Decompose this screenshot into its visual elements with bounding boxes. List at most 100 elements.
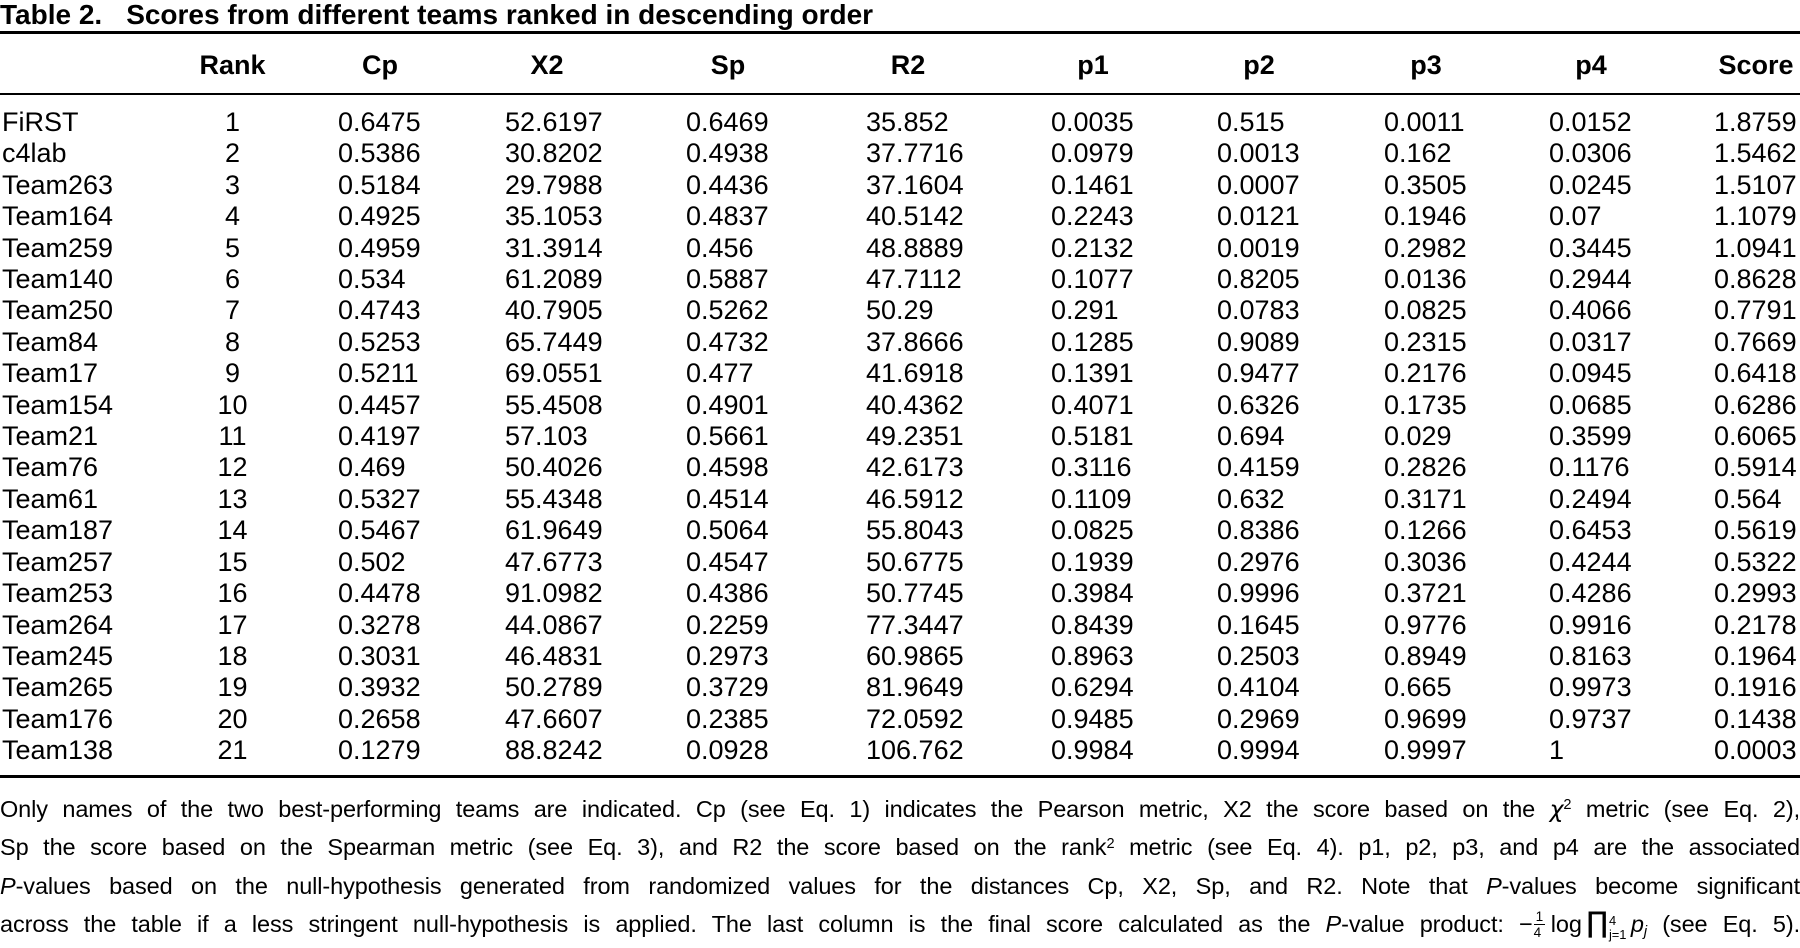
cell-r2: 41.6918 (866, 358, 964, 389)
cell-p4: 0.9916 (1549, 609, 1632, 640)
column-header-r2: R2 (826, 32, 1011, 95)
table-row: Team138 21 0.1279 88.8242 0.0928 106.762 0.998… (0, 735, 1800, 776)
cell-score: 0.1438 (1714, 703, 1797, 734)
cell-cp: 0.502 (338, 546, 406, 577)
cell-sp: 0.4837 (686, 201, 769, 232)
table-row: c4lab 2 0.5386 30.8202 0.4938 37.7716 0.0979 0.… (0, 138, 1800, 169)
cell-p4: 0.4286 (1549, 578, 1632, 609)
header-row: Rank Cp X2 Sp R2 p1 p2 p3 p4 Score (0, 32, 1800, 95)
cell-p2: 0.0019 (1217, 232, 1300, 263)
cell-p4: 0.0306 (1549, 138, 1632, 169)
column-header-p2: p2 (1177, 32, 1344, 95)
team-name: Team176 (2, 703, 114, 734)
cell-p3: 0.9776 (1384, 609, 1467, 640)
cell-rank: 11 (218, 421, 247, 452)
table-row: Team187 14 0.5467 61.9649 0.5064 55.8043 0.082… (0, 515, 1800, 546)
cell-p3: 0.3505 (1384, 169, 1467, 200)
column-header-rank: Rank (180, 32, 285, 95)
team-name: Team21 (2, 421, 99, 452)
cell-p3: 0.1946 (1384, 201, 1467, 232)
cell-p2: 0.9089 (1217, 326, 1300, 357)
team-name: Team76 (2, 452, 99, 483)
cell-p1: 0.1461 (1051, 169, 1134, 200)
cell-p1: 0.1285 (1051, 326, 1134, 357)
cell-score: 1.0941 (1714, 232, 1797, 263)
cell-p4: 0.0152 (1549, 107, 1632, 137)
cell-sp: 0.0928 (686, 735, 769, 766)
table-row: Team140 6 0.534 61.2089 0.5887 47.7112 0.1077 0… (0, 264, 1800, 295)
cell-cp: 0.5211 (338, 358, 419, 389)
table-row: Team259 5 0.4959 31.3914 0.456 48.8889 0.2132 0… (0, 233, 1800, 264)
cell-p2: 0.2976 (1217, 546, 1300, 577)
cell-rank: 10 (217, 389, 248, 420)
cell-x2: 52.6197 (505, 107, 603, 137)
cell-p4: 0.3599 (1549, 421, 1632, 452)
table-row: Team76 12 0.469 50.4026 0.4598 42.6173 0.3116 0… (0, 452, 1800, 483)
cell-p4: 0.2944 (1549, 264, 1632, 295)
table-row: Team84 8 0.5253 65.7449 0.4732 37.8666 0.1285 0… (0, 327, 1800, 358)
cell-p3: 0.9699 (1384, 703, 1467, 734)
table-row: Team250 7 0.4743 40.7905 0.5262 50.29 0.291 0.0… (0, 295, 1800, 326)
cell-p4: 0.2494 (1549, 483, 1632, 514)
cell-x2: 55.4508 (505, 389, 603, 420)
cell-score: 0.2993 (1714, 578, 1797, 609)
cell-cp: 0.5253 (338, 326, 421, 357)
cell-sp: 0.2973 (686, 640, 769, 671)
cell-rank: 16 (217, 578, 248, 609)
team-name: c4lab (2, 138, 67, 169)
cell-cp: 0.2658 (338, 703, 421, 734)
cell-rank: 2 (224, 138, 241, 169)
cell-p1: 0.8439 (1051, 609, 1134, 640)
cell-rank: 17 (217, 609, 248, 640)
table-caption: Scores from different teams ranked in de… (126, 0, 874, 30)
cell-x2: 50.2789 (505, 672, 603, 703)
cell-score: 0.7669 (1714, 326, 1797, 357)
cell-rank: 12 (217, 452, 248, 483)
cell-score: 0.5619 (1714, 515, 1797, 546)
team-name: FiRST (2, 107, 79, 137)
cell-x2: 65.7449 (505, 326, 603, 357)
team-name: Team140 (2, 264, 114, 295)
table-row: Team61 13 0.5327 55.4348 0.4514 46.5912 0.1109… (0, 484, 1800, 515)
cell-p3: 0.1735 (1384, 389, 1467, 420)
cell-sp: 0.3729 (686, 672, 769, 703)
cell-r2: 42.6173 (866, 452, 964, 483)
cell-r2: 50.6775 (866, 546, 964, 577)
cell-sp: 0.2259 (686, 609, 769, 640)
cell-x2: 40.7905 (505, 295, 603, 326)
cell-p4: 0.0245 (1549, 169, 1632, 200)
cell-sp: 0.456 (686, 232, 754, 263)
cell-cp: 0.3031 (338, 640, 421, 671)
cell-rank: 7 (224, 295, 241, 326)
cell-p4: 0.0685 (1549, 389, 1632, 420)
team-name: Team265 (2, 672, 114, 703)
table-row: Team164 4 0.4925 35.1053 0.4837 40.5142 0.2243… (0, 201, 1800, 232)
cell-cp: 0.4925 (338, 201, 421, 232)
cell-rank: 13 (217, 483, 248, 514)
cell-sp: 0.4547 (686, 546, 769, 577)
cell-p3: 0.029 (1384, 421, 1452, 452)
cell-sp: 0.6469 (686, 107, 769, 137)
column-header-p1: p1 (1011, 32, 1177, 95)
cell-rank: 20 (217, 703, 248, 734)
cell-cp: 0.6475 (338, 107, 421, 137)
scores-table: Rank Cp X2 Sp R2 p1 p2 p3 p4 Score FiRST 1 0.6475 52… (0, 31, 1800, 778)
cell-r2: 40.4362 (866, 389, 964, 420)
footnote-line: P-values based on the null-hypothesis ge… (0, 872, 1800, 899)
cell-p1: 0.5181 (1051, 421, 1134, 452)
team-name: Team61 (2, 483, 99, 514)
cell-r2: 55.8043 (866, 515, 964, 546)
cell-p4: 0.0945 (1549, 358, 1632, 389)
footnote: Only names of the two best-performing te… (0, 778, 1800, 944)
cell-p3: 0.8949 (1384, 640, 1467, 671)
cell-sp: 0.4901 (686, 389, 769, 420)
team-name: Team187 (2, 515, 114, 546)
cell-sp: 0.5064 (686, 515, 769, 546)
cell-r2: 37.8666 (866, 326, 964, 357)
cell-rank: 15 (217, 546, 248, 577)
cell-score: 0.2178 (1714, 609, 1797, 640)
cell-p2: 0.515 (1217, 107, 1285, 137)
cell-r2: 46.5912 (866, 483, 964, 514)
cell-score: 1.1079 (1714, 201, 1797, 232)
table-title: Table 2. Scores from different teams rank… (0, 0, 1800, 31)
